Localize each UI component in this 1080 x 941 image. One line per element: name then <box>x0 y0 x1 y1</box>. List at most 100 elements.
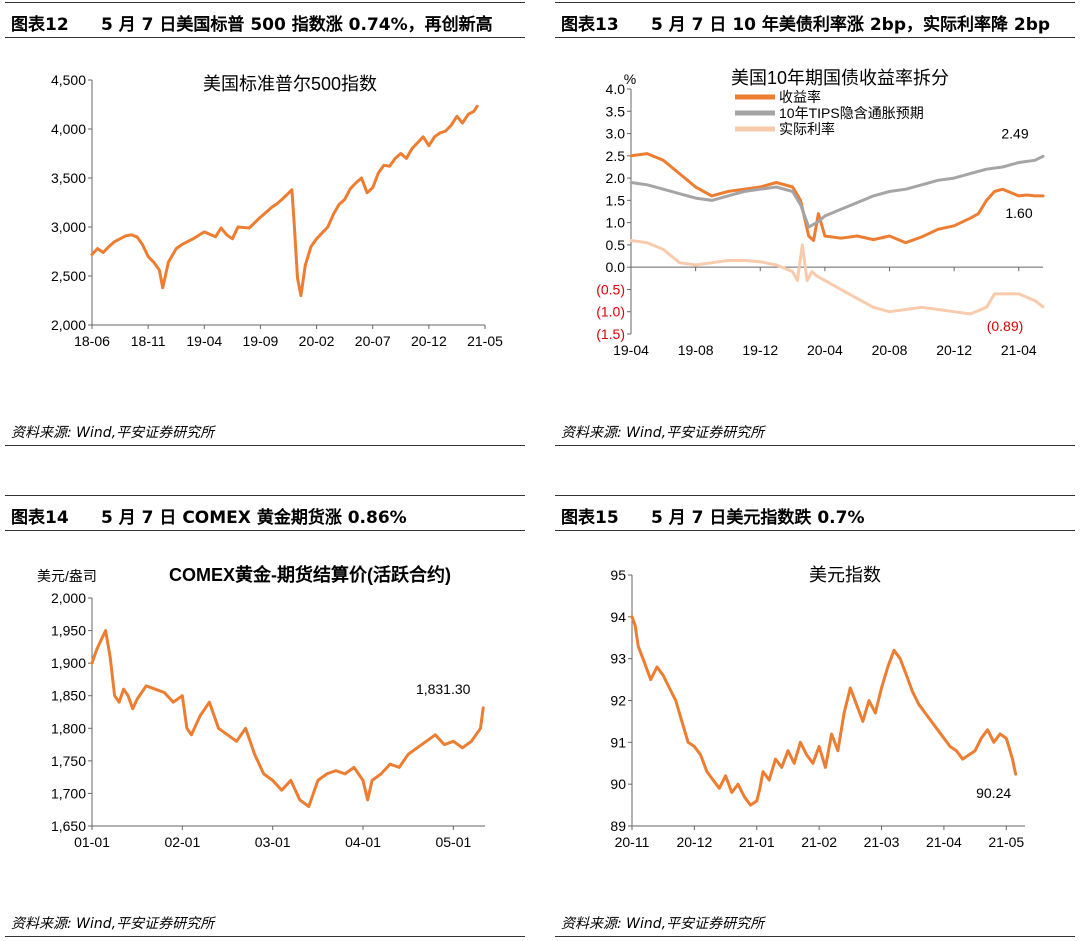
panel-dxy: 图表15 5 月 7 日美元指数跌 0.7% 89 90 91 92 93 94 95 20-… <box>555 495 1075 941</box>
gold-chart: 1,650 1,700 1,750 1,800 1,850 1,900 1,950 2,000… <box>37 564 485 850</box>
y-tick-label: (1.5) <box>596 326 625 342</box>
y-tick-label: (0.5) <box>596 281 625 297</box>
series-line <box>629 239 1045 316</box>
x-tick-label: 01-01 <box>74 834 110 850</box>
data-label: 1,831.30 <box>416 681 471 697</box>
figure-number: 图表13 <box>561 15 619 35</box>
figure-number: 图表12 <box>11 15 69 35</box>
x-tick-label: 21-04 <box>926 834 962 850</box>
y-tick-label: 1,800 <box>51 720 86 736</box>
x-tick-label: 21-04 <box>1001 342 1037 358</box>
x-tick-label: 20-04 <box>807 342 843 358</box>
y-tick-label: 90 <box>610 776 626 792</box>
x-tick-label: 20-12 <box>676 834 712 850</box>
chart-title: 美国标准普尔500指数 <box>203 74 377 94</box>
series-line <box>90 104 479 298</box>
y-tick-label: 4,000 <box>51 121 86 137</box>
chart-title: 美元指数 <box>809 565 881 585</box>
panel-header: 图表12 5 月 7 日美国标普 500 指数涨 0.74%，再创新高 <box>5 2 525 38</box>
dxy-chart: 89 90 91 92 93 94 95 20-11 20-12 21-01 21-02 21-03 2… <box>610 565 1025 850</box>
y-tick-label: 1.5 <box>606 192 626 208</box>
y-tick-label: 1,850 <box>51 688 86 704</box>
y-tick-label: 89 <box>610 818 626 834</box>
y-tick-label: 2,000 <box>51 317 86 333</box>
x-tick-label: 19-04 <box>613 342 649 358</box>
source-note: 资料来源: Wind,平安证券研究所 <box>5 423 525 446</box>
source-note: 资料来源: Wind,平安证券研究所 <box>555 914 1075 937</box>
y-tick-label: 2.5 <box>606 148 626 164</box>
y-tick-label: 1,900 <box>51 655 86 671</box>
y-tick-label: 2,500 <box>51 268 86 284</box>
series-line <box>629 154 1045 229</box>
x-tick-label: 04-01 <box>345 834 381 850</box>
legend-label: 收益率 <box>779 89 821 105</box>
x-tick-label: 19-08 <box>678 342 714 358</box>
chart-title: 美国10年期国债收益率拆分 <box>731 68 949 88</box>
x-tick-label: 05-01 <box>435 834 471 850</box>
x-tick-label: 19-09 <box>243 333 279 349</box>
x-tick-label: 21-01 <box>739 834 775 850</box>
legend-label: 实际利率 <box>779 121 835 137</box>
panel-header: 图表15 5 月 7 日美元指数跌 0.7% <box>555 495 1075 531</box>
y-tick-label: 94 <box>610 609 626 625</box>
source-note: 资料来源: Wind,平安证券研究所 <box>555 423 1075 446</box>
us10y-chart: (1.5) (1.0) (0.5) 0.0 0.5 1.0 1.5 2.0 2.5 3.0 3.5 4… <box>596 68 1045 358</box>
panel-header: 图表14 5 月 7 日 COMEX 黄金期货涨 0.86% <box>5 495 525 531</box>
y-tick-label: 0.0 <box>606 259 626 275</box>
x-tick-label: 18-11 <box>131 333 166 349</box>
y-tick-label: 0.5 <box>606 237 626 253</box>
x-tick-label: 20-11 <box>615 834 650 850</box>
y-tick-label: 1,700 <box>51 785 86 801</box>
figure-title: 5 月 7 日 10 年美债利率涨 2bp，实际利率降 2bp <box>651 15 1051 35</box>
y-tick-label: 91 <box>610 734 626 750</box>
y-tick-label: 1.0 <box>606 215 626 231</box>
unit-label: 美元/盎司 <box>37 568 97 584</box>
unit-label: % <box>624 71 636 87</box>
y-tick-label: 1,650 <box>51 818 86 834</box>
figure-number: 图表15 <box>561 508 619 528</box>
figure-number: 图表14 <box>11 508 69 528</box>
y-tick-label: 3.0 <box>606 126 626 142</box>
y-tick-label: 4.0 <box>606 81 626 97</box>
data-label: (0.89) <box>987 318 1024 334</box>
x-tick-label: 03-01 <box>255 834 291 850</box>
chart-title: COMEX黄金-期货结算价(活跃合约) <box>169 564 451 585</box>
y-tick-label: 92 <box>610 693 626 709</box>
x-tick-label: 21-02 <box>801 834 837 850</box>
y-tick-label: 2,000 <box>51 590 86 606</box>
y-tick-label: (1.0) <box>596 304 625 320</box>
panel-us10y: 图表13 5 月 7 日 10 年美债利率涨 2bp，实际利率降 2bp (1.… <box>555 2 1075 449</box>
y-tick-label: 3.5 <box>606 103 626 119</box>
x-tick-label: 19-12 <box>742 342 778 358</box>
figure-title: 5 月 7 日 COMEX 黄金期货涨 0.86% <box>101 508 407 528</box>
panel-sp500: 图表12 5 月 7 日美国标普 500 指数涨 0.74%，再创新高 2,00… <box>5 2 525 449</box>
y-tick-label: 93 <box>610 651 626 667</box>
series-line <box>630 615 1018 807</box>
y-tick-label: 3,500 <box>51 170 86 186</box>
data-label: 2.49 <box>1001 125 1028 141</box>
data-label: 1.60 <box>1005 205 1032 221</box>
x-tick-label: 02-01 <box>164 834 200 850</box>
y-tick-label: 95 <box>610 567 626 583</box>
x-tick-label: 21-05 <box>988 834 1024 850</box>
x-tick-label: 19-04 <box>186 333 222 349</box>
figure-title: 5 月 7 日美国标普 500 指数涨 0.74%，再创新高 <box>101 15 493 35</box>
panel-header: 图表13 5 月 7 日 10 年美债利率涨 2bp，实际利率降 2bp <box>555 2 1075 38</box>
series-line <box>629 152 1045 245</box>
panel-gold: 图表14 5 月 7 日 COMEX 黄金期货涨 0.86% 1,650 1,70… <box>5 495 525 941</box>
x-tick-label: 20-12 <box>411 333 447 349</box>
y-tick-label: 2.0 <box>606 170 626 186</box>
x-tick-label: 18-06 <box>74 333 110 349</box>
x-tick-label: 20-07 <box>355 333 391 349</box>
y-tick-label: 1,750 <box>51 753 86 769</box>
x-tick-label: 21-05 <box>467 333 503 349</box>
x-tick-label: 21-03 <box>864 834 900 850</box>
x-tick-label: 20-12 <box>936 342 972 358</box>
series-line <box>90 629 485 808</box>
sp500-chart: 2,000 2,500 3,000 3,500 4,000 4,500 18-06 18-11… <box>51 72 503 349</box>
y-tick-label: 3,000 <box>51 219 86 235</box>
x-tick-label: 20-02 <box>299 333 335 349</box>
data-label: 90.24 <box>976 785 1011 801</box>
figure-title: 5 月 7 日美元指数跌 0.7% <box>651 508 865 528</box>
legend-label: 10年TIPS隐含通胀预期 <box>779 105 924 121</box>
